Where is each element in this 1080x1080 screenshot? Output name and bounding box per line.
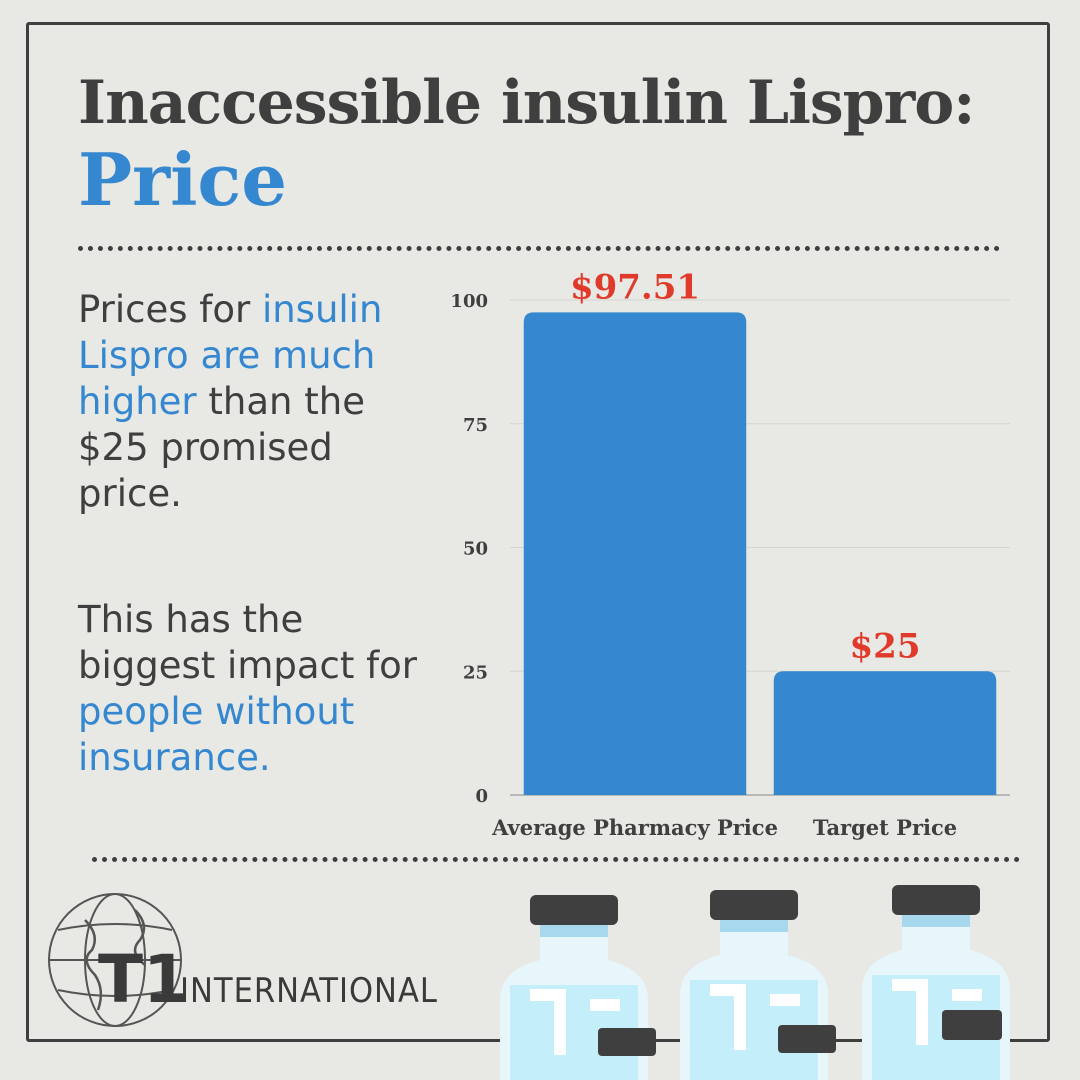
y-tick-label: 50 <box>463 539 488 560</box>
page-subtitle: Price <box>78 137 288 222</box>
vial-icon <box>500 895 656 1080</box>
chart-x-ticks: Average Pharmacy Price Target Price <box>491 815 957 840</box>
globe-icon <box>48 893 182 1027</box>
insulin-vials-illustration <box>500 885 1010 1080</box>
paragraph-impact: This has the biggest impact for people w… <box>78 597 423 781</box>
paragraph-price-comparison: Prices for insulin Lispro are much highe… <box>78 287 423 517</box>
chart-data-labels: $97.51 $25 <box>570 267 921 666</box>
y-tick-label: 0 <box>475 786 488 807</box>
top-divider <box>78 246 1000 251</box>
page-title: Inaccessible insulin Lispro: <box>78 68 975 138</box>
bar <box>773 671 997 795</box>
p2-lead: This has the biggest impact for <box>78 598 418 687</box>
y-tick-label: 100 <box>450 291 488 312</box>
p2-highlight: people without insurance. <box>78 690 355 779</box>
t1international-logo: T1 INTERNATIONAL <box>48 893 438 1027</box>
bar-value-label: $25 <box>850 626 921 666</box>
x-tick-label: Target Price <box>813 815 957 840</box>
logo-mark: T1 <box>98 941 189 1018</box>
p1-lead: Prices for <box>78 288 262 331</box>
bottom-divider <box>92 857 1020 862</box>
price-bar-chart: 0 25 50 75 100 $97.51 $25 Average Pharmacy Pr… <box>450 267 1010 840</box>
p1-highlight: insulin Lispro are much higher <box>78 288 383 423</box>
x-tick-label: Average Pharmacy Price <box>491 815 778 840</box>
vial-icon <box>680 890 836 1080</box>
vial-icon <box>862 885 1010 1080</box>
chart-y-ticks: 0 25 50 75 100 <box>450 291 488 807</box>
y-tick-label: 25 <box>463 662 488 683</box>
logo-word: INTERNATIONAL <box>180 971 438 1011</box>
bar-value-label: $97.51 <box>570 267 700 307</box>
bar <box>523 312 747 795</box>
p1-tail: than the $25 promised price. <box>78 380 365 515</box>
chart-bars <box>523 312 997 795</box>
y-tick-label: 75 <box>463 415 488 436</box>
